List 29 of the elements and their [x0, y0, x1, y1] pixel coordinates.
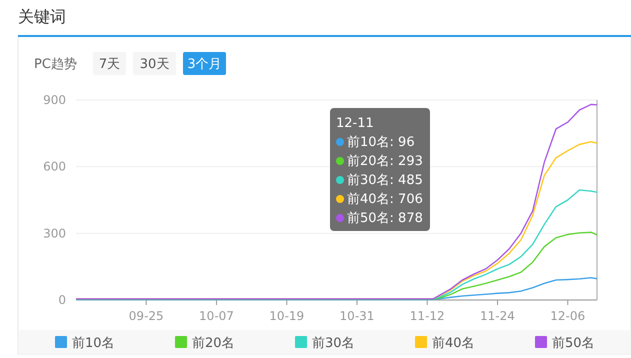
text: 30天 [140, 57, 170, 72]
annotation: 前40名: 706 [347, 192, 423, 207]
x-tick-label: 10-31 [340, 309, 374, 323]
legend-label: 前30名 [312, 336, 355, 351]
x-tick-label: 11-12 [410, 309, 445, 323]
x-tick-label: 10-19 [269, 309, 304, 323]
chart-title: 关键词 [18, 7, 66, 26]
legend-label: 前50名 [552, 336, 595, 351]
legend-label: 前40名 [432, 336, 475, 351]
legend-label: 前10名 [72, 336, 115, 351]
x-tick-label: 10-07 [199, 309, 234, 323]
y-tick-label: 900 [43, 93, 66, 107]
y-tick-label: 0 [58, 293, 66, 307]
text: PC趋势 [34, 57, 77, 72]
line-series [75, 189, 598, 300]
annotation: 12-11 [336, 116, 374, 131]
annotation: 前50名: 878 [347, 211, 423, 226]
y-tick-label: 300 [43, 226, 66, 240]
legend-label: 前20名 [192, 336, 235, 351]
x-tick-label: 09-25 [128, 309, 164, 323]
text: 7天 [98, 57, 120, 72]
annotation: 前10名: 96 [347, 135, 415, 150]
annotation: 前30名: 485 [347, 173, 423, 188]
x-tick-label: 11-24 [480, 309, 515, 323]
text: 3个月 [187, 57, 222, 72]
y-tick-label: 600 [43, 160, 66, 174]
line-series [75, 104, 598, 300]
x-tick-label: 12-06 [550, 309, 586, 323]
annotation: 前20名: 293 [347, 154, 423, 169]
